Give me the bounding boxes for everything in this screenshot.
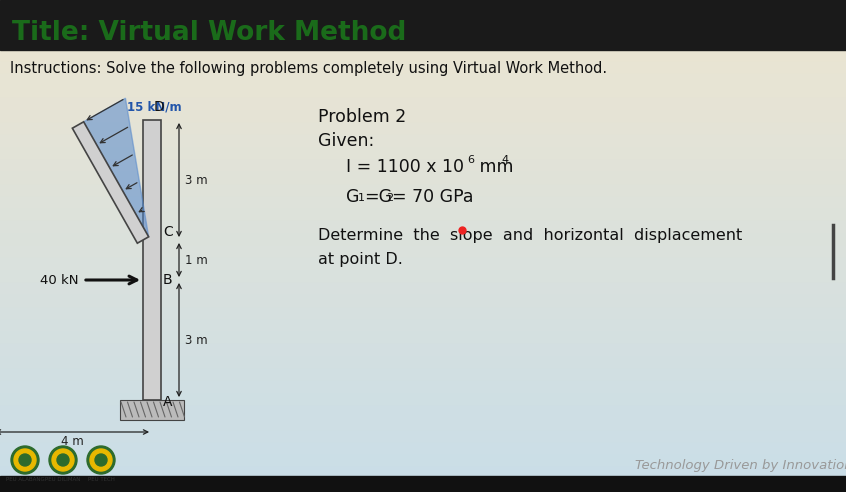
Circle shape: [87, 446, 115, 474]
Bar: [0, 111, 846, 123]
Bar: [0, 308, 846, 320]
Polygon shape: [73, 122, 149, 243]
Bar: [0, 74, 846, 86]
Text: A: A: [163, 395, 173, 409]
Bar: [0, 197, 846, 209]
Polygon shape: [84, 98, 149, 237]
Text: 2: 2: [386, 193, 393, 203]
Text: 40 kN: 40 kN: [41, 274, 79, 286]
Bar: [0, 221, 846, 234]
Bar: [0, 62, 846, 74]
Bar: [0, 160, 846, 172]
Bar: [0, 332, 846, 344]
Bar: [0, 12, 846, 25]
Text: Determine  the  slope  and  horizontal  displacement: Determine the slope and horizontal displ…: [318, 228, 742, 243]
Bar: [0, 37, 846, 49]
Text: 1 m: 1 m: [185, 253, 208, 267]
Text: B: B: [163, 273, 173, 287]
Text: PEU TECH: PEU TECH: [88, 477, 114, 482]
Text: C: C: [163, 225, 173, 239]
Text: Given:: Given:: [318, 132, 374, 150]
Text: at point D.: at point D.: [318, 252, 403, 267]
Bar: [0, 0, 846, 12]
Circle shape: [57, 454, 69, 466]
Text: 3 m: 3 m: [185, 174, 207, 186]
Text: 1: 1: [358, 193, 365, 203]
Bar: [0, 344, 846, 357]
Text: I = 1100 x 10: I = 1100 x 10: [346, 158, 464, 176]
Circle shape: [52, 449, 74, 471]
Text: D: D: [154, 100, 165, 114]
Bar: [0, 234, 846, 246]
Text: Instructions: Solve the following problems completely using Virtual Work Method.: Instructions: Solve the following proble…: [10, 61, 607, 75]
Bar: [0, 258, 846, 271]
Bar: [0, 209, 846, 221]
Bar: [0, 184, 846, 197]
Bar: [0, 0, 846, 50]
Text: 3 m: 3 m: [185, 334, 207, 346]
Circle shape: [95, 454, 107, 466]
Bar: [0, 246, 846, 258]
Text: 15 kN/m: 15 kN/m: [127, 100, 181, 114]
Bar: [0, 455, 846, 467]
Text: Title: Virtual Work Method: Title: Virtual Work Method: [12, 20, 406, 46]
Circle shape: [19, 454, 31, 466]
Bar: [0, 148, 846, 160]
Bar: [0, 320, 846, 332]
Text: G: G: [346, 188, 360, 206]
Bar: [0, 467, 846, 480]
Text: PEU ALABANG: PEU ALABANG: [6, 477, 44, 482]
Bar: [0, 443, 846, 455]
Circle shape: [90, 449, 112, 471]
Text: 4: 4: [501, 155, 508, 165]
Text: Technology Driven by Innovation: Technology Driven by Innovation: [635, 460, 846, 472]
Bar: [120, 400, 184, 420]
Text: 6: 6: [467, 155, 474, 165]
Bar: [0, 86, 846, 98]
Circle shape: [11, 446, 39, 474]
Bar: [0, 418, 846, 430]
Bar: [0, 98, 846, 111]
Circle shape: [14, 449, 36, 471]
Text: = 70 GPa: = 70 GPa: [392, 188, 474, 206]
Bar: [0, 357, 846, 369]
Bar: [0, 295, 846, 308]
Text: 4 m: 4 m: [61, 435, 84, 448]
Bar: [0, 271, 846, 283]
Bar: [0, 406, 846, 418]
Bar: [0, 369, 846, 381]
Bar: [0, 123, 846, 135]
Text: PEU DILIMAN: PEU DILIMAN: [46, 477, 80, 482]
Bar: [0, 283, 846, 295]
Bar: [0, 172, 846, 184]
Bar: [143, 120, 161, 400]
Bar: [0, 49, 846, 62]
Text: Problem 2: Problem 2: [318, 108, 406, 126]
Bar: [0, 381, 846, 394]
Bar: [0, 430, 846, 443]
Bar: [0, 394, 846, 406]
Bar: [0, 25, 846, 37]
Text: =G: =G: [364, 188, 393, 206]
Bar: [0, 476, 846, 492]
Circle shape: [49, 446, 77, 474]
Bar: [0, 480, 846, 492]
Bar: [0, 135, 846, 148]
Text: mm: mm: [474, 158, 514, 176]
